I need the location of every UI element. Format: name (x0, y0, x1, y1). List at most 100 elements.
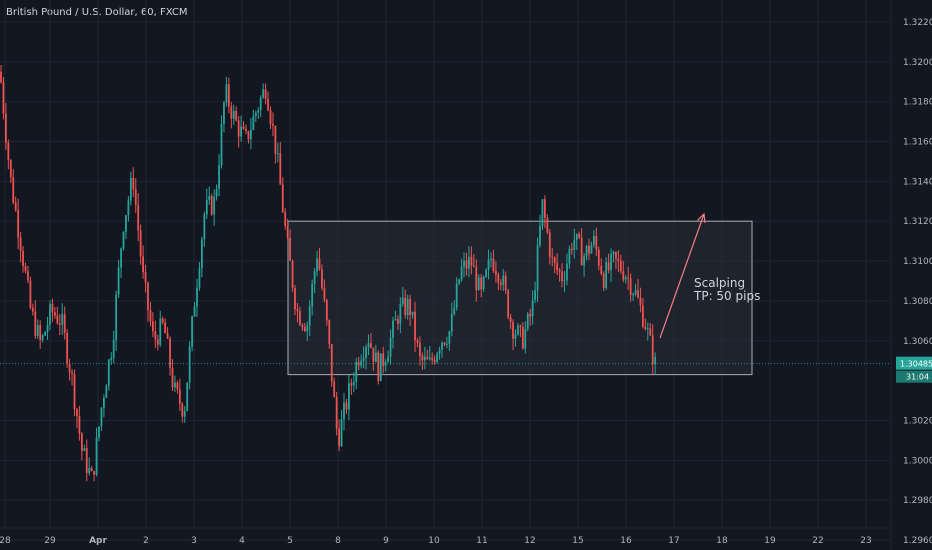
candle-body (66, 332, 69, 364)
candle-body (308, 306, 311, 326)
candle (612, 250, 615, 263)
candle (41, 333, 44, 343)
candle (174, 375, 176, 393)
candle (563, 270, 566, 293)
candle-body (563, 280, 566, 282)
candle-body (58, 323, 61, 325)
price-tick-label: 1.30200 (903, 416, 932, 426)
candle (472, 253, 475, 267)
time-tick-label: 8 (335, 536, 341, 546)
candle (382, 346, 385, 374)
candle (330, 343, 333, 387)
candle (649, 323, 652, 337)
time-tick-label: 28 (0, 536, 11, 546)
candle-body (95, 437, 98, 475)
candle (85, 439, 88, 482)
candle-body (649, 328, 652, 336)
candle (210, 193, 213, 216)
annotation-scalping[interactable]: Scalping (694, 276, 745, 290)
candle-body (68, 363, 71, 373)
candle-body (259, 97, 262, 111)
candle-body (605, 262, 608, 288)
arrow-shaft[interactable] (659, 213, 705, 339)
time-tick-label: 2 (143, 536, 149, 546)
candle (450, 302, 453, 337)
candle-body (39, 325, 42, 340)
candle-body (24, 266, 27, 272)
price-tick-label: 1.32200 (903, 18, 932, 28)
range-box[interactable] (287, 220, 753, 376)
candle (348, 374, 350, 420)
candle (83, 444, 86, 452)
candle (504, 271, 507, 294)
arrow-head[interactable] (697, 212, 706, 224)
candle-body (607, 262, 610, 271)
candle (458, 278, 461, 286)
candle-body (117, 267, 120, 295)
time-tick-label: 17 (668, 536, 679, 546)
candle-body (174, 382, 176, 388)
candle (103, 394, 105, 418)
candle (352, 372, 355, 393)
candle (423, 346, 426, 370)
target-arrow[interactable] (659, 212, 706, 339)
candle (343, 392, 345, 431)
candle (514, 329, 517, 347)
candle (279, 142, 282, 185)
candle (129, 171, 132, 206)
candle-body (176, 382, 179, 390)
candle-body (36, 325, 39, 337)
candle-body (612, 251, 615, 255)
candle (345, 398, 348, 415)
candle (161, 316, 164, 325)
candle (438, 346, 441, 360)
candle (325, 298, 328, 326)
candlestick-series (0, 65, 657, 482)
candle-body (365, 347, 367, 359)
candle (156, 334, 159, 351)
candle (178, 378, 181, 411)
price-axis[interactable]: 1.32200 1.32000 1.31800 1.31600 1.31400 1.312… (890, 0, 932, 550)
candle-body (539, 226, 541, 246)
candle-body (269, 110, 272, 124)
candle-body (110, 357, 113, 360)
candle-body (294, 288, 296, 310)
candle-body (387, 356, 389, 363)
candle (401, 286, 404, 307)
candle-body (389, 337, 392, 357)
candle (286, 218, 289, 240)
candle-body (272, 123, 274, 126)
candle (377, 350, 380, 385)
candle-body (480, 277, 483, 290)
candle-body (502, 275, 505, 285)
candle-body (220, 123, 223, 166)
candle (411, 311, 414, 319)
candle-body (112, 339, 115, 358)
candle (105, 383, 108, 398)
price-badges: 1.30485 31:04 (896, 356, 932, 383)
price-tick-label: 1.31200 (903, 217, 932, 227)
time-tick-label: 3 (191, 536, 197, 546)
candle (605, 257, 608, 290)
candle-body (536, 245, 539, 291)
candle-body (384, 362, 387, 366)
candle (600, 258, 603, 276)
candle-body (159, 318, 162, 345)
candle (436, 351, 438, 364)
candle (365, 344, 367, 370)
candle-body (90, 467, 93, 472)
time-tick-label: 22 (812, 536, 823, 546)
candle (321, 264, 323, 291)
candle (561, 263, 563, 288)
candle (519, 324, 522, 337)
candle (480, 274, 483, 298)
candle-body (624, 277, 627, 280)
time-axis[interactable]: 28 29 Apr 2 3 4 5 8 9 10 11 12 15 16 17 18 19 22 23 (0, 527, 890, 546)
candle (499, 279, 502, 290)
annotation-take-profit[interactable]: TP: 50 pips (693, 289, 760, 303)
candle (80, 432, 83, 461)
candle (181, 402, 184, 423)
range-rectangle[interactable] (287, 220, 753, 376)
candle (2, 76, 5, 120)
